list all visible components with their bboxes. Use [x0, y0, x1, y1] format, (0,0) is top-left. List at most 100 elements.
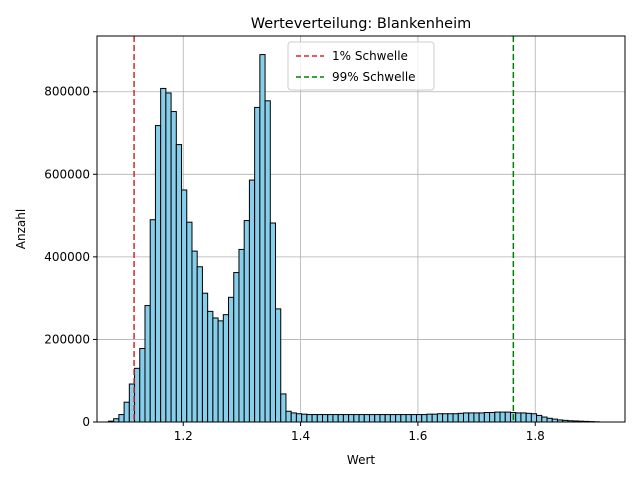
histogram-bar [259, 54, 266, 423]
histogram-bar [348, 414, 355, 423]
histogram-bar [358, 414, 365, 423]
x-axis-label: Wert [347, 453, 375, 467]
histogram-bar [139, 348, 146, 423]
histogram-bar [170, 111, 177, 423]
y-tick-label: 0 [82, 415, 90, 429]
histogram-bar [160, 87, 167, 423]
histogram-bar [311, 414, 318, 423]
histogram-bar [363, 414, 371, 423]
x-tick-label: 1.8 [526, 429, 545, 443]
histogram-bar [504, 411, 511, 423]
histogram-bar [426, 413, 433, 423]
histogram-bar [342, 414, 350, 423]
plot-frame [96, 35, 626, 423]
histogram-bar [353, 414, 360, 423]
histogram-bar [415, 414, 423, 423]
histogram-bar [374, 414, 381, 423]
histogram-bar [436, 413, 444, 423]
histogram-bar [217, 320, 224, 423]
histogram-bar [442, 413, 449, 423]
y-tick-label: 800000 [44, 85, 90, 99]
histogram-bar [395, 414, 402, 423]
histogram-bar [410, 414, 417, 423]
histogram-bar [536, 414, 543, 423]
histogram-bar [123, 401, 130, 423]
histogram-bar [285, 410, 292, 423]
histogram-bar [222, 314, 230, 423]
histogram-bar [306, 414, 313, 423]
histogram-bar [520, 412, 527, 423]
reference-lines [133, 36, 515, 422]
histogram-bar [228, 296, 235, 423]
histogram-bar [462, 412, 470, 423]
x-tick-label: 1.4 [291, 429, 310, 443]
histogram-bar [248, 179, 256, 423]
histogram-bar [369, 414, 376, 423]
y-tick-label: 400000 [44, 250, 90, 264]
histogram-bar [379, 414, 386, 423]
legend-box [287, 41, 435, 91]
histogram-bar [499, 411, 506, 423]
histogram-bar [515, 412, 522, 423]
histogram-bar [295, 413, 303, 423]
histogram-bar [212, 317, 219, 423]
histogram-bar [431, 413, 438, 423]
histogram-bar [405, 414, 412, 423]
histogram-bar [525, 412, 532, 423]
histogram-bar [494, 411, 501, 423]
histogram-bar [207, 310, 214, 423]
grid [97, 36, 625, 423]
legend-label-1pct: 1% Schwelle [332, 49, 408, 63]
histogram-bar [201, 292, 209, 423]
legend: 1% Schwelle 99% Schwelle [287, 41, 435, 91]
histogram-bar [421, 414, 428, 423]
histogram-bar [275, 308, 282, 423]
histogram-bar [191, 250, 198, 423]
histogram-bar [400, 414, 407, 423]
histogram-bar [546, 417, 553, 423]
histogram-bar [134, 367, 141, 423]
histogram-bar [384, 414, 391, 423]
axis-ticks: 1.2 1.4 1.6 1.8 0 200000 400000 600000 800000 [44, 85, 545, 443]
histogram-bar [530, 413, 538, 423]
histogram-bar [301, 413, 308, 423]
histogram-bar [144, 305, 151, 423]
histogram-bar [541, 416, 548, 423]
x-tick-label: 1.6 [408, 429, 427, 443]
histogram-bar [264, 100, 271, 423]
histogram-bar [154, 125, 162, 423]
y-axis-label: Anzahl [14, 209, 28, 249]
histogram-bar [254, 106, 261, 423]
histogram-bar [489, 412, 496, 423]
histogram-bar [483, 412, 491, 423]
x-tick-label: 1.2 [174, 429, 193, 443]
histogram-bar [473, 412, 480, 423]
histogram-bar [316, 414, 324, 423]
histogram-bar [269, 222, 277, 423]
histogram-bar [337, 414, 344, 423]
y-tick-label: 200000 [44, 332, 90, 346]
y-tick-label: 600000 [44, 167, 90, 181]
histogram-bar [290, 412, 297, 423]
histogram-bar [175, 144, 183, 423]
histogram-bar [186, 221, 193, 423]
histogram-bar [447, 413, 454, 423]
chart-title: Werteverteilung: Blankenheim [251, 16, 472, 32]
histogram-bar [322, 414, 329, 423]
histogram-bar [233, 272, 240, 423]
histogram-bar [457, 412, 464, 423]
histogram-bar [238, 248, 245, 423]
histogram-bar [243, 220, 250, 423]
histogram-bar [165, 92, 172, 423]
legend-label-99pct: 99% Schwelle [332, 70, 416, 84]
histogram-bar [181, 189, 188, 423]
histogram-bar [149, 219, 156, 423]
histogram-bar [118, 414, 125, 423]
histogram-bar [452, 413, 459, 423]
histogram-bar [468, 412, 475, 423]
histogram-bar [332, 414, 339, 423]
histogram-bar [389, 414, 397, 423]
histogram-bar [196, 266, 203, 423]
histogram-bar [327, 414, 334, 423]
